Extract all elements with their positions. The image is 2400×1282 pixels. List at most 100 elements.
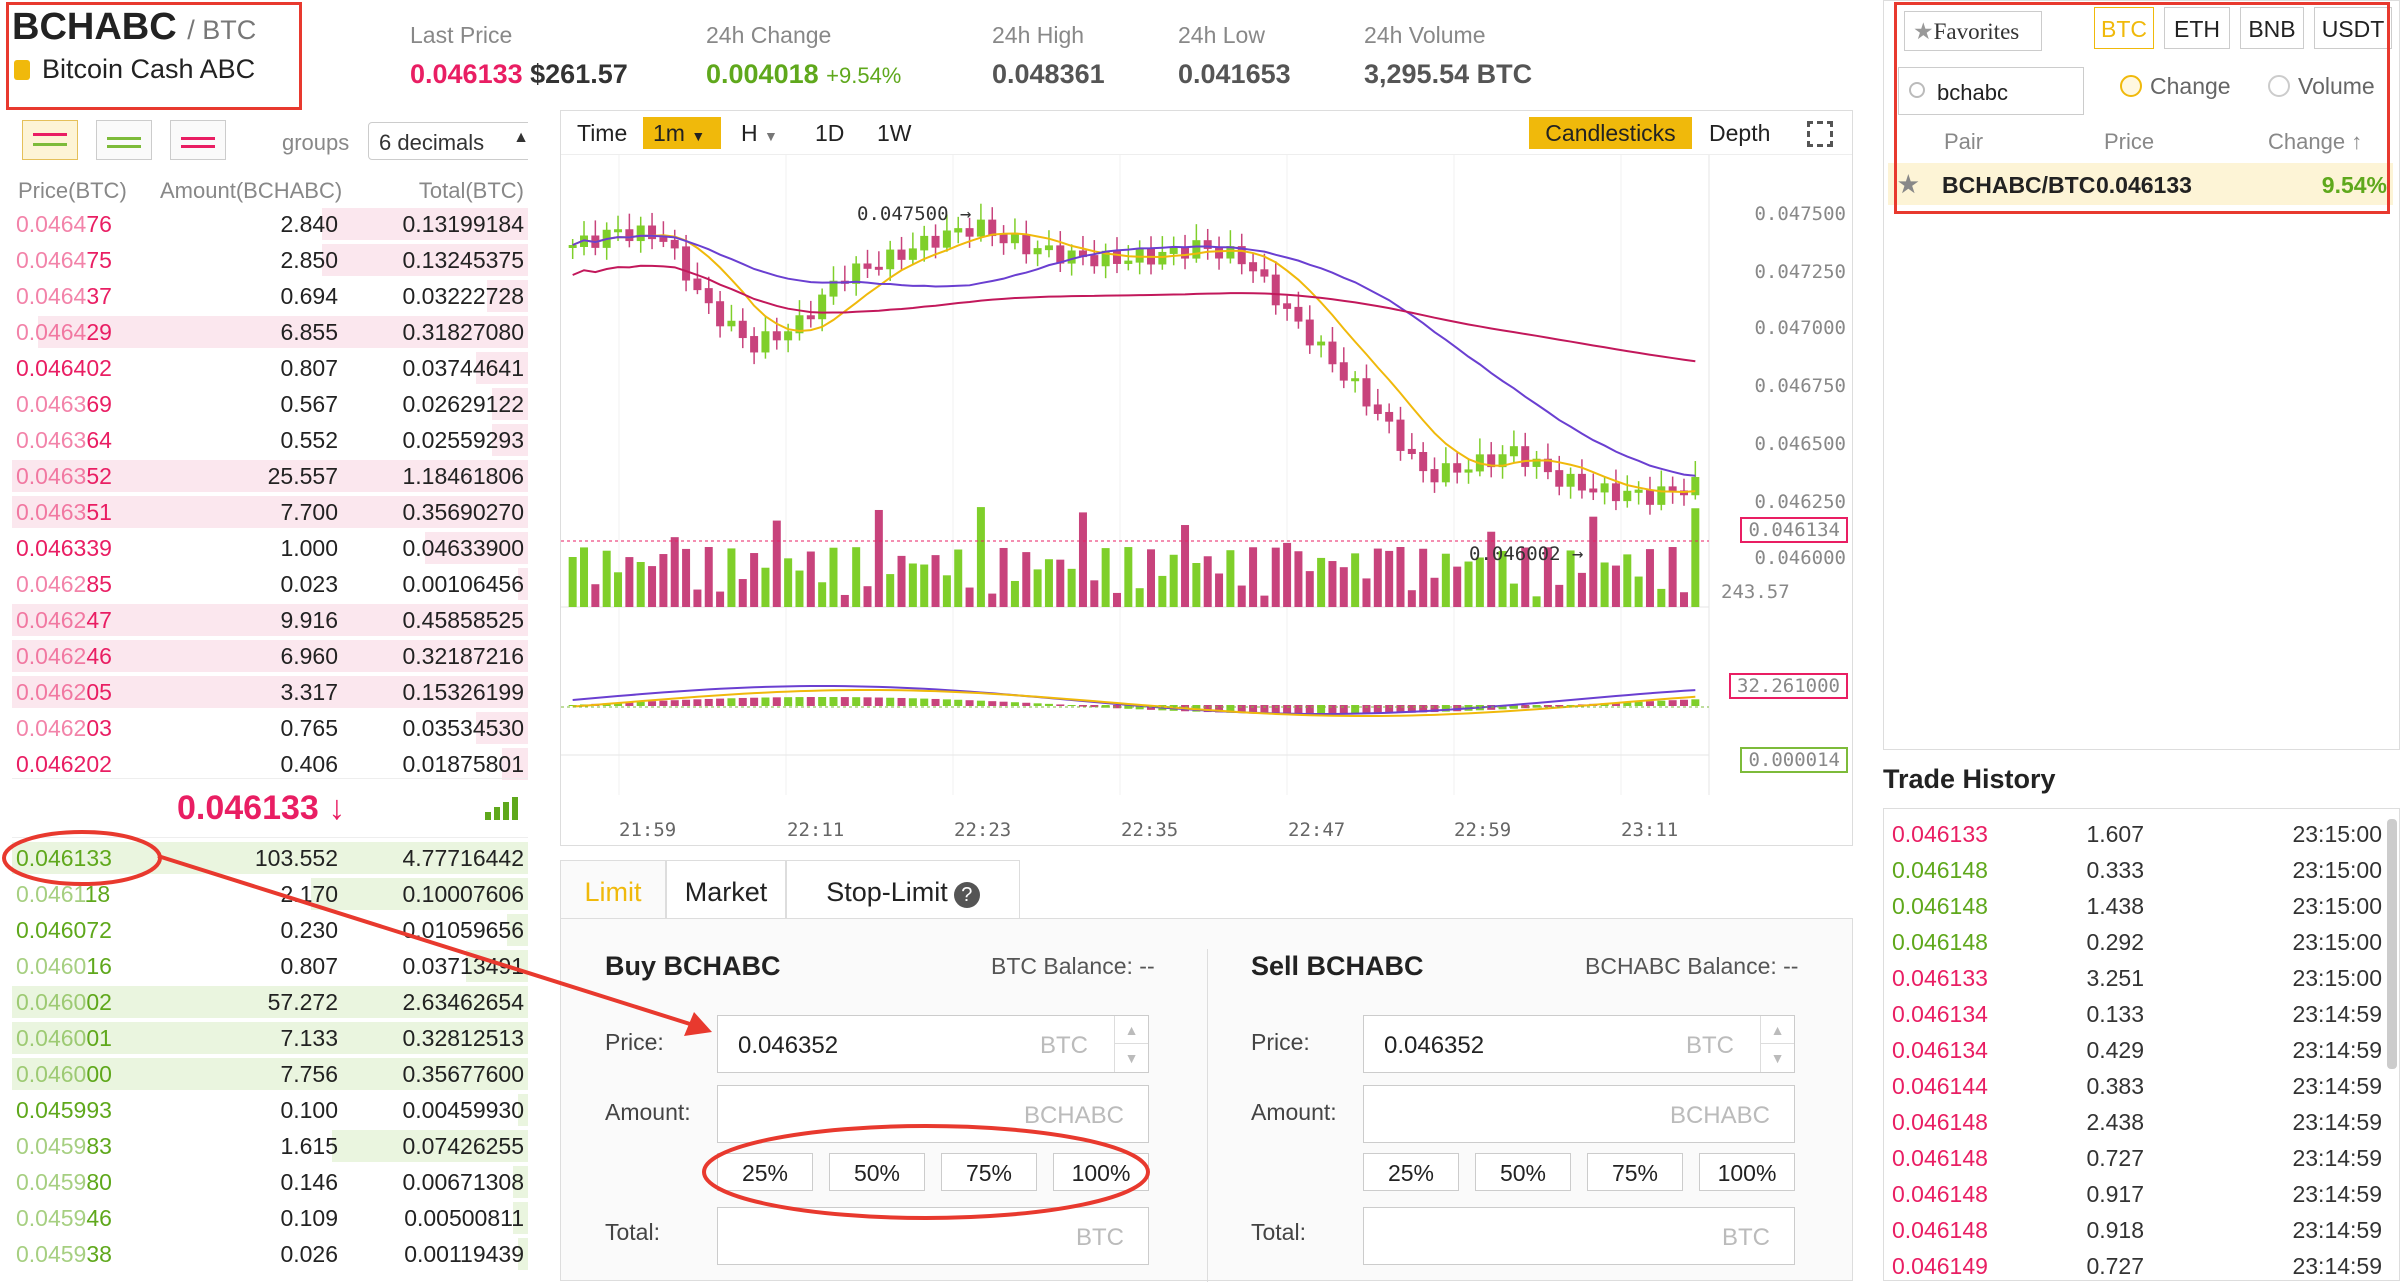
col-change[interactable]: Change ↑ (2268, 129, 2363, 154)
buy-75-percent-button[interactable]: 75% (941, 1153, 1037, 1191)
trade-row: 0.046148 2.438 23:14:59 (1884, 1105, 2384, 1141)
orderbook-row[interactable]: 0.046002 57.272 2.63462654 (12, 984, 528, 1020)
orderbook-row[interactable]: 0.046000 7.756 0.35677600 (12, 1056, 528, 1092)
view-bids-button[interactable] (96, 120, 152, 160)
buy-100-percent-button[interactable]: 100% (1053, 1153, 1149, 1191)
tab-limit[interactable]: Limit (560, 860, 666, 920)
interval-1d-button[interactable]: 1D (815, 120, 845, 146)
col-pair[interactable]: Pair (1944, 129, 1984, 154)
market-tab-usdt[interactable]: USDT (2314, 7, 2392, 49)
trade-amount: 0.917 (2086, 1181, 2144, 1207)
sell-50-percent-button[interactable]: 50% (1475, 1153, 1571, 1191)
order-amount: 0.807 (280, 355, 338, 381)
form-divider (1207, 949, 1208, 1282)
orderbook-row[interactable]: 0.045946 0.109 0.00500811 (12, 1200, 528, 1236)
order-total: 0.07426255 (402, 1133, 524, 1159)
radio-volume[interactable]: Volume (2268, 73, 2375, 100)
orderbook-row[interactable]: 0.046475 2.850 0.13245375 (12, 242, 528, 278)
stat-24h-high: 24h High 0.048361 (992, 22, 1105, 89)
sell-75-percent-button[interactable]: 75% (1587, 1153, 1683, 1191)
order-total: 1.18461806 (402, 463, 524, 489)
orderbook-row[interactable]: 0.046437 0.694 0.03222728 (12, 278, 528, 314)
buy-total-input[interactable]: BTC (717, 1207, 1149, 1265)
caret-down-icon: ▼ (691, 128, 706, 144)
groups-label: groups (282, 130, 350, 155)
orderbook-row[interactable]: 0.046001 7.133 0.32812513 (12, 1020, 528, 1056)
depth-bar (512, 1202, 528, 1234)
order-price: 0.046402 (16, 355, 112, 381)
interval-1w-button[interactable]: 1W (877, 120, 912, 146)
groups-select[interactable]: 6 decimals ▲ (368, 122, 528, 160)
search-input[interactable]: bchabc (1898, 67, 2084, 115)
orderbook-row[interactable]: 0.046285 0.023 0.00106456 (12, 566, 528, 602)
candlesticks-button[interactable]: Candlesticks (1529, 117, 1692, 149)
price-stepper[interactable]: ▲ ▼ (1114, 1016, 1148, 1072)
sell-100-percent-button[interactable]: 100% (1699, 1153, 1795, 1191)
orderbook-row[interactable]: 0.046203 0.765 0.03534530 (12, 710, 528, 746)
tab-market[interactable]: Market (666, 860, 786, 920)
market-tab-eth[interactable]: ETH (2164, 7, 2230, 49)
trade-row: 0.046134 0.429 23:14:59 (1884, 1033, 2384, 1069)
orderbook-row[interactable]: 0.046205 3.317 0.15326199 (12, 674, 528, 710)
time-button[interactable]: Time (577, 120, 628, 146)
price-stepper[interactable]: ▲ ▼ (1760, 1016, 1794, 1072)
trade-price: 0.046144 (1892, 1073, 1988, 1099)
buy-50-percent-button[interactable]: 50% (829, 1153, 925, 1191)
sell-amount-input[interactable]: BCHABC (1363, 1085, 1795, 1143)
sell-total-input[interactable]: BTC (1363, 1207, 1795, 1265)
star-icon: ★ (1913, 19, 1934, 44)
orderbook-row[interactable]: 0.046133 103.552 4.77716442 (12, 840, 528, 876)
orderbook-row[interactable]: 0.045938 0.026 0.00119439 (12, 1236, 528, 1272)
market-tab-bnb[interactable]: BNB (2240, 7, 2304, 49)
order-price: 0.046016 (16, 953, 112, 979)
orderbook-row[interactable]: 0.046429 6.855 0.31827080 (12, 314, 528, 350)
orderbook-row[interactable]: 0.046016 0.807 0.03713491 (12, 948, 528, 984)
radio-change[interactable]: Change (2120, 73, 2231, 100)
orderbook-row[interactable]: 0.046402 0.807 0.03744641 (12, 350, 528, 386)
interval-h-button[interactable]: H ▼ (741, 120, 778, 146)
fullscreen-icon[interactable] (1807, 121, 1833, 147)
orderbook-row[interactable]: 0.045993 0.100 0.00459930 (12, 1092, 528, 1128)
buy-price-input[interactable]: 0.046352 BTC ▲ ▼ (717, 1015, 1149, 1073)
orderbook-row[interactable]: 0.045983 1.615 0.07426255 (12, 1128, 528, 1164)
view-both-button[interactable] (22, 120, 78, 160)
order-total: 0.00106456 (402, 571, 524, 597)
orderbook-row[interactable]: 0.046352 25.557 1.18461806 (12, 458, 528, 494)
sell-25-percent-button[interactable]: 25% (1363, 1153, 1459, 1191)
orderbook-row[interactable]: 0.046246 6.960 0.32187216 (12, 638, 528, 674)
depth-bar (12, 604, 528, 636)
depth-button[interactable]: Depth (1709, 120, 1771, 146)
orderbook-row[interactable]: 0.046476 2.840 0.13199184 (12, 206, 528, 242)
buy-25-percent-button[interactable]: 25% (717, 1153, 813, 1191)
orderbook-row[interactable]: 0.046202 0.406 0.01875801 (12, 746, 528, 782)
order-total: 0.02559293 (402, 427, 524, 453)
market-tab-btc[interactable]: BTC (2094, 7, 2154, 49)
orderbook-row[interactable]: 0.046364 0.552 0.02559293 (12, 422, 528, 458)
market-row[interactable]: ★ BCHABC/BTC 0.046133 9.54% (1888, 163, 2393, 205)
orderbook-row[interactable]: 0.045980 0.146 0.00671308 (12, 1164, 528, 1200)
order-total: 0.02629122 (402, 391, 524, 417)
stat-24h-change: 24h Change 0.004018 +9.54% (706, 22, 902, 89)
order-amount: 1.615 (280, 1133, 338, 1159)
interval-1m-button[interactable]: 1m ▼ (643, 117, 721, 149)
order-price: 0.046247 (16, 607, 112, 633)
tab-stop-limit[interactable]: Stop-Limit? (786, 860, 1020, 920)
favorites-button[interactable]: ★Favorites (1904, 11, 2042, 51)
orderbook-row[interactable]: 0.046118 2.170 0.10007606 (12, 876, 528, 912)
scrollbar[interactable] (2387, 819, 2397, 1069)
order-total: 0.35677600 (402, 1061, 524, 1087)
star-icon[interactable]: ★ (1898, 171, 1919, 197)
view-asks-button[interactable] (170, 120, 226, 160)
orderbook-row[interactable]: 0.046369 0.567 0.02629122 (12, 386, 528, 422)
help-icon[interactable]: ? (953, 882, 980, 908)
buy-amount-input[interactable]: BCHABC (717, 1085, 1149, 1143)
orderbook-row[interactable]: 0.046247 9.916 0.45858525 (12, 602, 528, 638)
orderbook-row[interactable]: 0.046351 7.700 0.35690270 (12, 494, 528, 530)
order-total: 0.13199184 (402, 211, 524, 237)
buy-balance: BTC Balance: -- (991, 953, 1155, 979)
col-price[interactable]: Price (2104, 129, 2155, 154)
sell-price-input[interactable]: 0.046352 BTC ▲ ▼ (1363, 1015, 1795, 1073)
orderbook-row[interactable]: 0.046339 1.000 0.04633900 (12, 530, 528, 566)
order-price: 0.045938 (16, 1241, 112, 1267)
orderbook-row[interactable]: 0.046072 0.230 0.01059656 (12, 912, 528, 948)
